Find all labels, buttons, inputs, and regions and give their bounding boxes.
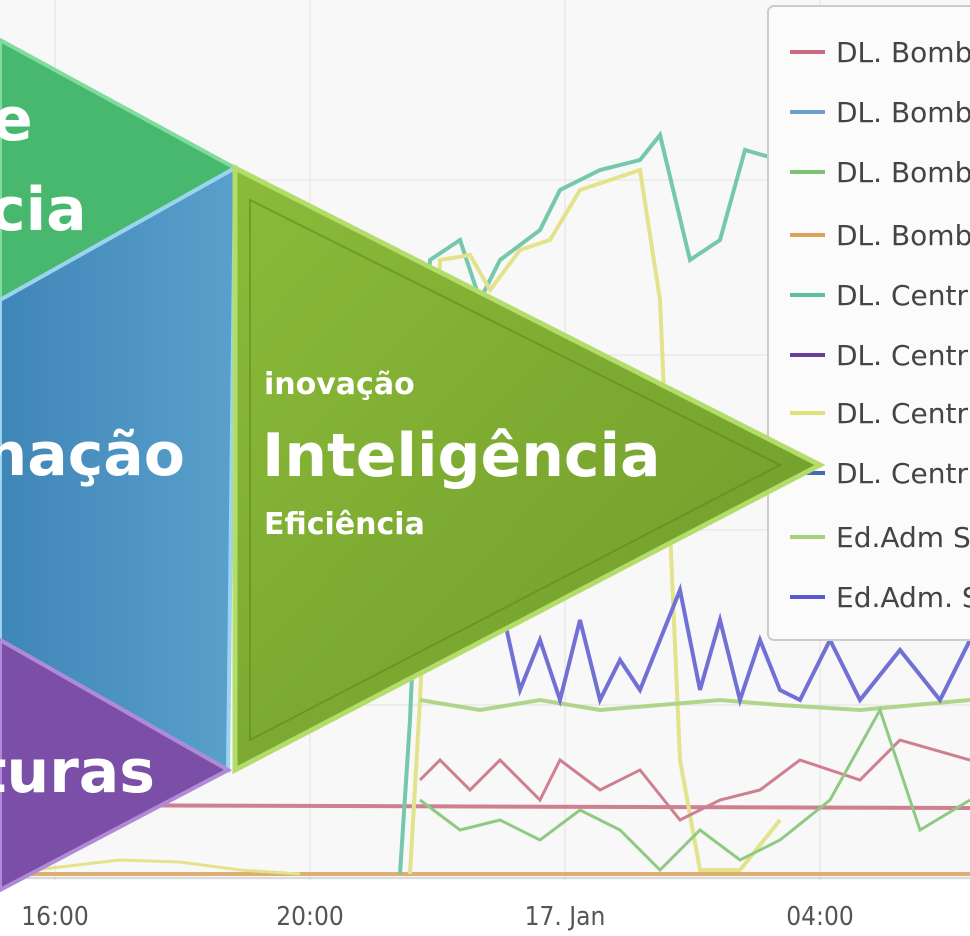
legend-label: DL. Centríf [836, 279, 970, 312]
x-axis: 16:00 20:00 17. Jan 04:00 [21, 902, 853, 932]
x-tick-label: 20:00 [276, 902, 343, 932]
main-bottom-text: Eficiência [264, 507, 425, 542]
legend-label: DL. Bomba [836, 96, 970, 129]
top-text: cia [0, 175, 87, 245]
legend-label: DL. Bomba [836, 156, 970, 189]
bottom-triangle [0, 637, 233, 893]
legend-label: DL. Bomba [836, 36, 970, 69]
main-bevel [249, 198, 783, 742]
main-top-text: inovação [264, 367, 415, 402]
legend-label: DL. Centríf [836, 457, 970, 490]
main-triangle [232, 163, 826, 775]
middle-text: nação [0, 420, 185, 490]
legend-label: Ed.Adm. Sa [836, 581, 970, 614]
x-tick-label: 17. Jan [525, 902, 606, 932]
legend-labels: DL. Bomba DL. Bomba DL. Bomba DL. Bomba … [836, 36, 970, 614]
legend-label: DL. Centríf [836, 339, 970, 372]
main-title: Inteligência [262, 421, 661, 491]
series-lines [0, 130, 970, 876]
x-tick-label: 16:00 [21, 902, 88, 932]
legend-label: DL. Centríf [836, 397, 970, 430]
x-tick-label: 04:00 [786, 902, 853, 932]
legend-label: Ed.Adm Sa [836, 521, 970, 554]
legend-box [767, 5, 970, 641]
bottom-text: turas [0, 737, 155, 807]
legend-swatches [790, 50, 825, 599]
legend-label: DL. Bomba [836, 219, 970, 252]
top-text: e [0, 85, 33, 155]
